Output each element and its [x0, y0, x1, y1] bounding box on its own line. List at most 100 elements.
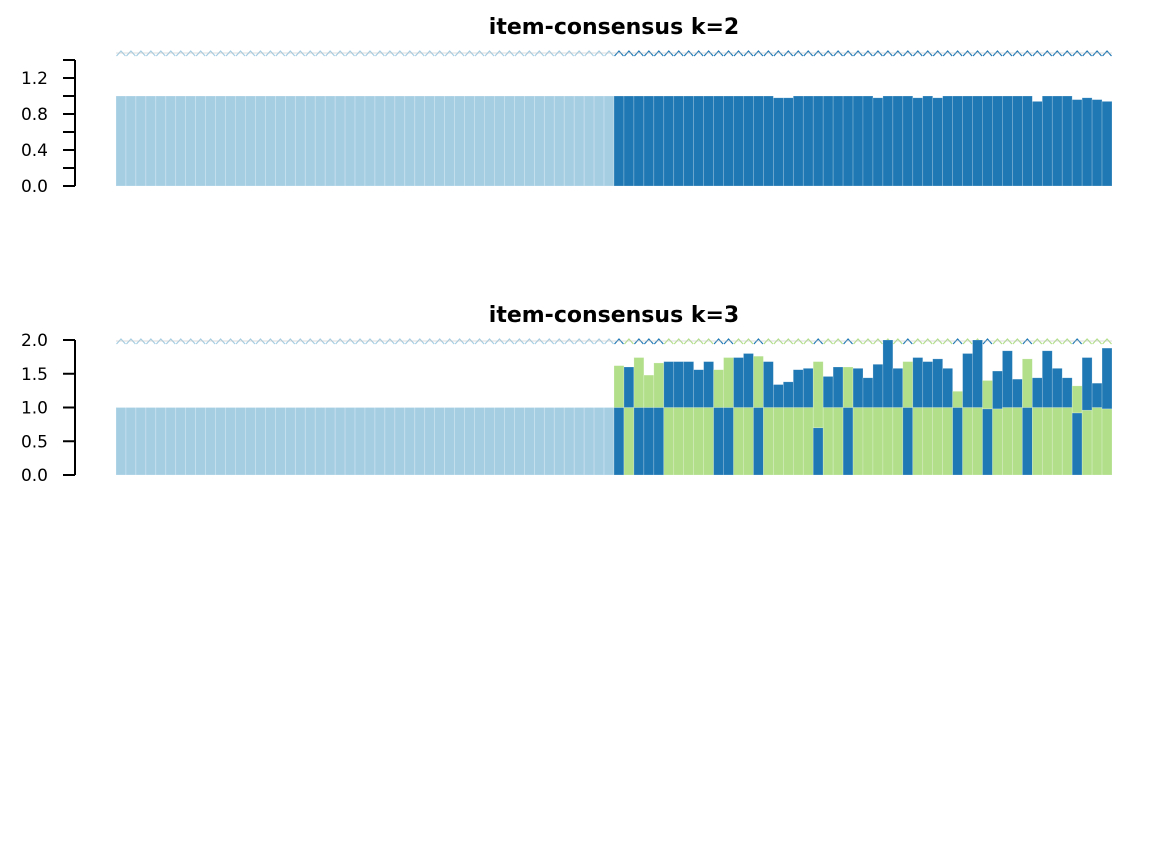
class-mark	[873, 50, 883, 57]
bar-segment	[543, 95, 555, 187]
class-mark	[185, 50, 196, 57]
class-mark	[703, 338, 714, 345]
class-mark	[1012, 50, 1023, 57]
y-tick-label: 0.0	[21, 466, 48, 486]
class-mark	[564, 50, 575, 57]
class-mark	[952, 338, 963, 345]
class-mark	[394, 338, 405, 345]
class-mark	[444, 50, 455, 57]
class-mark	[365, 338, 375, 345]
class-mark	[683, 338, 694, 345]
bar-segment	[543, 407, 555, 476]
bar-segment	[135, 407, 147, 476]
bar-segment	[802, 407, 814, 476]
bar-segment	[314, 407, 326, 476]
class-mark	[773, 338, 784, 345]
bar-segment	[1061, 407, 1073, 476]
class-mark	[853, 338, 863, 345]
bar-segment	[783, 407, 794, 476]
bar-segment	[842, 407, 854, 476]
bar-segment	[255, 95, 266, 187]
class-mark	[594, 50, 604, 57]
bar-segment	[962, 95, 973, 187]
bar-segment	[404, 95, 416, 187]
bar-segment	[384, 407, 396, 476]
bar-segment	[842, 366, 854, 408]
class-mark	[653, 338, 664, 345]
bar-segment	[773, 384, 784, 408]
class-mark	[1052, 50, 1063, 57]
bar-segment	[783, 381, 794, 408]
class-mark	[813, 338, 824, 345]
bar-segment	[623, 407, 635, 476]
bar-segment	[693, 95, 704, 187]
class-mark	[155, 338, 166, 345]
bar-segment	[1051, 368, 1063, 408]
class-mark	[693, 50, 704, 57]
bar-segment	[932, 407, 943, 476]
class-mark	[514, 50, 525, 57]
bar-segment	[1041, 407, 1053, 476]
class-mark	[245, 50, 256, 57]
bar-segment	[324, 407, 336, 476]
bar-segment	[504, 95, 515, 187]
bar-segment	[792, 369, 804, 408]
bar-segment	[703, 407, 714, 476]
bar-segment	[225, 407, 236, 476]
class-mark	[325, 338, 336, 345]
bar-segment	[1041, 350, 1053, 408]
bar-segment	[852, 95, 864, 187]
bar-segment	[464, 407, 475, 476]
bar-segment	[364, 407, 376, 476]
class-mark	[434, 338, 445, 345]
class-mark	[365, 50, 375, 57]
class-mark	[783, 338, 794, 345]
bar-segment	[434, 95, 445, 187]
bar-segment	[942, 407, 953, 476]
bar-segment	[394, 95, 406, 187]
class-mark	[474, 338, 485, 345]
bar-segment	[773, 97, 784, 187]
bar-segment	[1051, 95, 1063, 187]
class-mark	[1082, 338, 1093, 345]
class-mark	[285, 338, 296, 345]
bar-segment	[912, 357, 924, 408]
class-mark	[474, 50, 485, 57]
class-mark	[494, 338, 505, 345]
class-mark	[165, 50, 176, 57]
class-mark	[1062, 338, 1073, 345]
bar-segment	[334, 95, 346, 187]
class-mark	[614, 50, 624, 57]
bar-segment	[583, 407, 595, 476]
class-mark	[116, 50, 126, 57]
class-mark	[175, 50, 186, 57]
class-mark	[793, 50, 804, 57]
bar-segment	[374, 407, 386, 476]
bar-segment	[932, 358, 943, 408]
class-mark	[892, 50, 903, 57]
class-mark	[195, 50, 206, 57]
class-mark	[554, 338, 565, 345]
bar-segment	[972, 339, 983, 408]
class-mark	[335, 50, 346, 57]
bar-segment	[872, 407, 884, 476]
bar-segment	[663, 407, 675, 476]
bar-segment	[165, 407, 177, 476]
bar-segment	[713, 95, 724, 187]
bar-segment	[862, 95, 874, 187]
bar-segment	[304, 407, 316, 476]
bar-segment	[723, 407, 734, 476]
class-mark	[653, 50, 664, 57]
bar-segment	[643, 407, 655, 476]
class-mark	[1032, 338, 1043, 345]
class-mark	[992, 338, 1003, 345]
bar-segment	[912, 97, 924, 187]
class-mark	[803, 50, 814, 57]
bar-segment	[683, 95, 694, 187]
bar-segment	[474, 95, 485, 187]
y-tick-label: 1.2	[21, 69, 48, 89]
bar-segment	[773, 407, 784, 476]
bar-segment	[155, 407, 167, 476]
class-mark	[584, 50, 595, 57]
class-mark	[663, 338, 674, 345]
